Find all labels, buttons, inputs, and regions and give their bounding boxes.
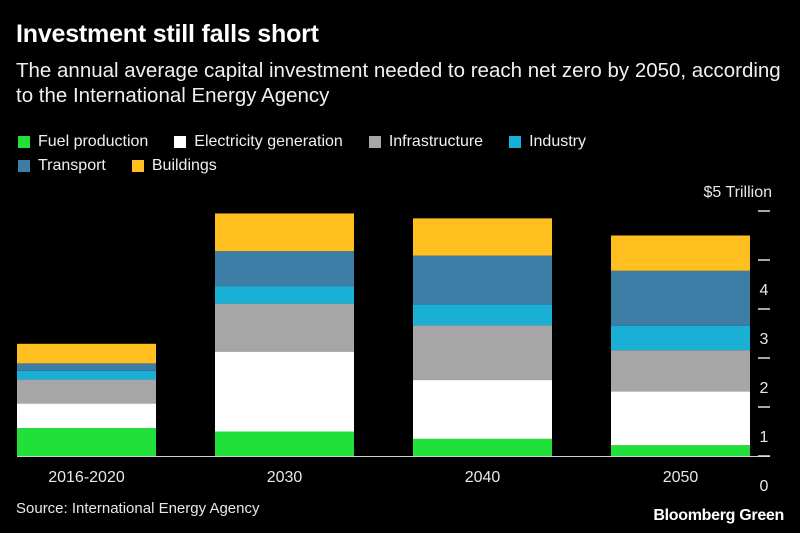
x-tick-label-2040: 2040 [465, 469, 501, 486]
brand-logo: Bloomberg Green [653, 507, 784, 524]
legend-label-fuel-production: Fuel production [38, 133, 149, 150]
bar-2030-industry [215, 286, 354, 304]
legend-item-buildings: Buildings [131, 157, 217, 175]
bar-2030-electricity-generation [215, 351, 354, 432]
legend-label-electricity-generation: Electricity generation [194, 133, 343, 150]
bar-2030-buildings [215, 213, 354, 252]
legend-label-buildings: Buildings [151, 157, 217, 174]
bar-2050-electricity-generation [611, 391, 750, 446]
bar-2050-industry [611, 325, 750, 351]
legend-swatch-transport [18, 160, 30, 172]
legend-label-infrastructure: Infrastructure [388, 133, 484, 150]
legend-swatch-infrastructure [368, 136, 381, 148]
bar-2030-infrastructure [215, 303, 354, 352]
bar-2030-fuel-production [215, 431, 354, 456]
legend-item-infrastructure: Infrastructure [368, 133, 484, 151]
bar-2016-2020-buildings [17, 343, 156, 364]
bar-2050-infrastructure [611, 350, 750, 392]
legend-swatch-electricity-generation [174, 136, 187, 148]
bar-2040-fuel-production [413, 438, 552, 456]
legend-swatch-fuel-production [18, 136, 30, 148]
legend-item-industry: Industry [509, 133, 586, 151]
bar-2016-2020-transport [17, 363, 156, 371]
y-tick-label-1: 1 [760, 429, 769, 446]
y-tick-label-2: 2 [760, 380, 769, 397]
legend-swatch-buildings [131, 160, 144, 172]
legend-item-transport: Transport [18, 157, 106, 175]
bar-2050-buildings [611, 235, 750, 271]
y-tick-label-5: $5 Trillion [704, 184, 772, 201]
x-tick-label-2030: 2030 [267, 469, 303, 486]
chart-title: Investment still falls short [16, 20, 319, 48]
bar-2050-fuel-production [611, 445, 750, 456]
chart-subtitle: The annual average capital investment ne… [16, 59, 781, 107]
bar-2030-transport [215, 251, 354, 287]
legend: Fuel production Electricity generation I… [18, 130, 658, 178]
bar-2040-infrastructure [413, 325, 552, 381]
x-tick-label-2050: 2050 [663, 469, 699, 486]
bar-2016-2020-industry [17, 370, 156, 380]
bar-2040-buildings [413, 218, 552, 256]
bar-2016-2020-infrastructure [17, 379, 156, 404]
legend-item-fuel-production: Fuel production [18, 133, 148, 151]
bar-2040-industry [413, 304, 552, 326]
legend-row-2: Transport Buildings [18, 154, 658, 178]
legend-item-electricity-generation: Electricity generation [174, 133, 343, 151]
source-note: Source: International Energy Agency [16, 500, 260, 517]
bar-2016-2020-electricity-generation [17, 403, 156, 429]
bar-2040-electricity-generation [413, 380, 552, 439]
y-tick-label-3: 3 [760, 331, 769, 348]
y-tick-label-0: 0 [760, 478, 769, 495]
legend-swatch-industry [509, 136, 522, 148]
legend-row-1: Fuel production Electricity generation I… [18, 130, 658, 154]
bar-2040-transport [413, 255, 552, 305]
legend-label-transport: Transport [38, 157, 106, 174]
bar-2016-2020-fuel-production [17, 428, 156, 456]
x-tick-label-2016-2020: 2016-2020 [48, 469, 125, 486]
legend-label-industry: Industry [529, 133, 586, 150]
bar-2050-transport [611, 270, 750, 326]
y-tick-label-4: 4 [760, 282, 769, 299]
